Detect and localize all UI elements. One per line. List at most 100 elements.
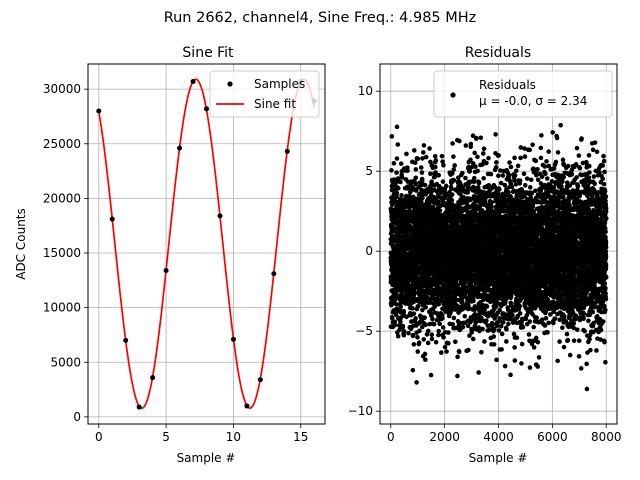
residual-point [504,326,509,332]
residual-point [440,325,446,330]
residual-point [465,189,470,195]
residual-point [415,349,421,354]
residual-point [416,340,422,346]
residual-point [436,328,442,334]
residual-point [509,184,515,190]
residual-point [439,153,445,159]
residual-point [436,172,442,178]
residual-point [428,159,433,165]
residual-point [508,164,514,170]
residual-point [398,319,403,325]
residual-point [468,141,474,147]
residual-point [453,278,459,283]
sample-point [177,145,183,151]
residual-point [507,172,512,178]
residual-point [508,372,513,378]
residual-point [400,323,406,329]
residual-point [482,339,487,344]
residual-point [412,290,417,295]
residual-point [404,151,409,157]
residual-point [486,155,491,161]
sine-fit-legend: Samples Sine fit [209,70,320,118]
residual-point [484,160,489,166]
sample-point [257,377,263,383]
residual-point [401,329,407,334]
residual-point [475,168,480,174]
sample-point [136,404,142,410]
residual-point [496,187,502,192]
residual-point [520,324,526,330]
residual-point [401,332,407,338]
residual-point [399,175,405,180]
residual-point [443,193,449,198]
residual-point [504,339,509,344]
residual-point [441,163,446,168]
sine-fit-grid [88,64,325,424]
sine-fit-panel: Sine Fit 0 5 10 150500010000150002000025000… [14,45,326,465]
residual-point [458,192,463,197]
residual-point [437,321,443,327]
residual-point [410,367,416,373]
residual-point [467,168,473,174]
residual-point [428,372,434,378]
residual-point [398,161,404,166]
residual-point [496,173,501,179]
residual-point [394,194,400,200]
residual-point [391,161,397,166]
residual-point [432,174,438,179]
residual-point [433,339,439,345]
residual-point [441,200,447,206]
residual-point [392,322,398,328]
residual-point [502,363,508,369]
x-tick-label: 15 [293,430,308,444]
residual-point [510,313,515,318]
residual-point [423,322,428,328]
residual-point [499,347,504,352]
residual-point [481,146,487,152]
residual-point [515,163,521,169]
residual-point [450,322,456,327]
y-tick-label: 5000 [50,355,81,369]
residual-point [446,330,451,335]
residual-point [512,155,517,161]
residual-point [500,173,506,178]
residual-point [519,341,525,347]
residual-point [475,154,480,160]
residual-point [394,156,400,161]
residual-point [411,148,417,153]
residual-point [512,173,518,178]
residual-point [496,153,501,158]
residual-point [506,189,511,195]
residual-point [480,151,486,156]
residual-point [432,154,438,159]
residual-point [415,304,421,309]
residual-point [427,146,432,151]
sample-point [217,213,223,219]
residual-point [455,373,460,379]
residual-point [423,357,428,362]
residual-point [420,156,425,161]
residual-point [507,160,512,165]
sample-point [109,216,115,222]
residual-point [433,158,439,163]
residual-point [446,341,451,346]
residual-point [421,337,427,342]
residual-point [455,283,461,288]
residual-point [389,183,395,189]
residual-point [466,347,471,353]
residual-point [519,361,524,366]
residual-point [494,357,499,363]
residual-point [438,350,444,355]
residual-point [491,334,497,339]
residual-point [390,202,395,207]
sample-point [244,403,250,409]
residual-point [431,321,437,327]
residual-point [394,190,400,196]
residual-point [481,175,486,181]
residual-point [422,182,428,188]
residual-point [457,138,462,144]
residual-point [436,332,441,338]
residual-point [451,177,457,183]
residual-point [415,156,421,162]
